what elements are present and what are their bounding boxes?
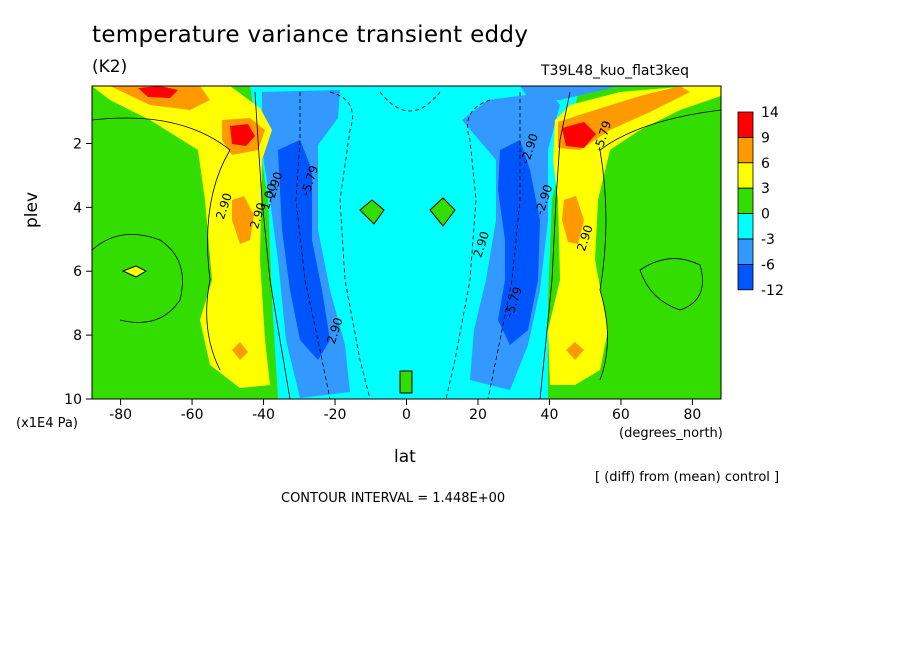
colorbar-label: 14 xyxy=(761,105,779,121)
yellow-blip-left xyxy=(121,265,148,278)
colorbar-label: -6 xyxy=(761,257,775,273)
colorbar-label: 9 xyxy=(761,130,770,146)
x-axis-label: lat xyxy=(394,447,416,467)
y-tick-label: 2 xyxy=(73,136,82,152)
chart-title: temperature variance transient eddy xyxy=(92,22,529,48)
x-axis-ticks: -80 -60 -40 -20 0 20 40 60 80 xyxy=(109,399,701,423)
x-tick-label: 20 xyxy=(469,407,487,423)
red-band-left-top xyxy=(138,86,178,98)
y-tick-label: 8 xyxy=(73,328,82,344)
green-island-left xyxy=(359,199,385,225)
green-island-right xyxy=(429,197,456,227)
run-id: T39L48_kuo_flat3keq xyxy=(541,63,689,79)
colorbar-label: 0 xyxy=(761,207,770,223)
y-tick-label: 6 xyxy=(73,264,82,280)
dark-blue-band-left xyxy=(278,140,330,360)
x-tick-label: -40 xyxy=(252,407,275,423)
x-axis-units: (degrees_north) xyxy=(619,426,723,441)
yellow-band-right xyxy=(548,86,721,385)
colorbar: 14 9 6 3 0 -3 -6 -12 xyxy=(737,105,784,299)
orange-band-left-mid xyxy=(232,196,254,244)
colorbar-label: -12 xyxy=(761,283,784,299)
difference-note: [ (diff) from (mean) control ] xyxy=(595,470,780,485)
colorbar-swatch xyxy=(737,162,754,189)
colorbar-swatch xyxy=(737,111,754,138)
y-tick-label: 4 xyxy=(73,200,82,216)
orange-band-right-mid xyxy=(562,196,584,244)
colorbar-label: 3 xyxy=(761,181,770,197)
dark-blue-band-right xyxy=(498,140,540,345)
orange-band-left-top xyxy=(110,86,210,110)
red-band-right-upper xyxy=(562,122,596,148)
colorbar-swatch xyxy=(737,238,754,265)
y-axis-units: (x1E4 Pa) xyxy=(16,416,78,431)
colorbar-swatch xyxy=(737,213,754,240)
colorbar-label: -3 xyxy=(761,232,775,248)
negative-contour-lines xyxy=(295,91,521,399)
contour-lines xyxy=(92,91,721,399)
yellow-band-left xyxy=(92,86,272,388)
colorbar-swatch xyxy=(737,187,754,214)
x-tick-label: 40 xyxy=(541,407,559,423)
colorbar-label: 6 xyxy=(761,156,770,172)
orange-band-left-low xyxy=(232,342,248,360)
green-island-bottom xyxy=(399,370,413,394)
x-tick-label: -80 xyxy=(109,407,132,423)
colorbar-swatch xyxy=(737,263,754,291)
x-tick-label: -60 xyxy=(181,407,204,423)
chart-units: (K2) xyxy=(92,57,128,77)
y-axis-ticks: 2 4 6 8 10 xyxy=(64,136,92,408)
contour-interval: CONTOUR INTERVAL = 1.448E+00 xyxy=(281,491,506,506)
orange-band-right-low xyxy=(566,342,584,360)
x-tick-label: -20 xyxy=(324,407,347,423)
x-tick-label: 80 xyxy=(683,407,701,423)
colorbar-swatch xyxy=(737,136,754,164)
contour-field xyxy=(92,86,721,399)
red-band-left-upper xyxy=(230,124,255,146)
y-tick-label: 10 xyxy=(64,392,82,408)
x-tick-label: 0 xyxy=(402,407,411,423)
x-tick-label: 60 xyxy=(612,407,630,423)
